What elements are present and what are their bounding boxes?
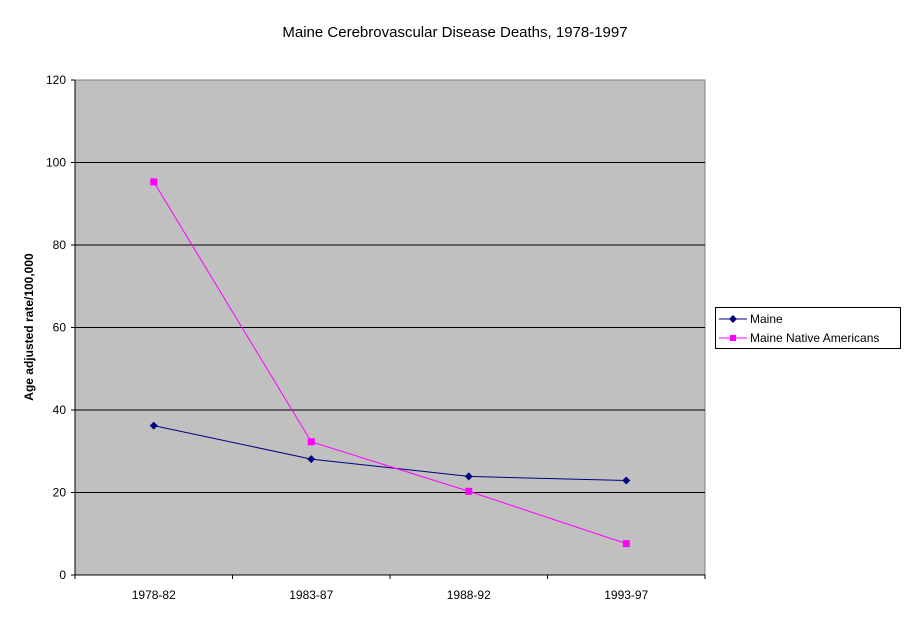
legend-swatch-maine bbox=[719, 315, 747, 323]
data-point-maine bbox=[307, 455, 316, 464]
legend-item-maine-native-americans: Maine Native Americans bbox=[716, 330, 900, 346]
gridlines bbox=[75, 162, 705, 493]
legend-label-maine: Maine bbox=[750, 312, 783, 326]
data-point-maine-native-americans bbox=[465, 487, 473, 495]
y-tick-label: 60 bbox=[53, 321, 67, 335]
legend-swatch-maine-native-americans bbox=[719, 335, 747, 341]
data-point-maine-native-americans bbox=[150, 178, 158, 186]
y-tick-label: 120 bbox=[46, 73, 66, 87]
data-point-maine-native-americans bbox=[307, 438, 315, 446]
y-tick-label: 0 bbox=[59, 568, 66, 582]
legend-label-maine-native-americans: Maine Native Americans bbox=[750, 331, 880, 345]
x-tick-label: 1988-92 bbox=[447, 588, 491, 602]
axes: 0 20 40 60 80 100 120 1978-82 1983-87 1988-92 1993… bbox=[46, 73, 706, 602]
x-tick-label: 1993-97 bbox=[604, 588, 648, 602]
series-lines bbox=[149, 178, 631, 548]
legend-item-maine: Maine bbox=[716, 311, 900, 327]
series-line-maine bbox=[153, 425, 627, 482]
chart-title: Maine Cerebrovascular Disease Deaths, 19… bbox=[282, 24, 627, 41]
y-axis-title: Age adjusted rate/100,000 bbox=[22, 253, 36, 401]
x-tick-label: 1983-87 bbox=[289, 588, 333, 602]
data-point-maine bbox=[464, 472, 473, 481]
series-line-maine-native-americans bbox=[153, 181, 627, 545]
y-tick-label: 100 bbox=[46, 156, 66, 170]
data-point-maine bbox=[149, 421, 158, 430]
legend: Maine Maine Native Americans bbox=[715, 307, 901, 349]
y-tick-label: 80 bbox=[53, 238, 67, 252]
y-tick-label: 20 bbox=[53, 486, 67, 500]
y-tick-label: 40 bbox=[53, 403, 67, 417]
data-point-maine-native-americans bbox=[622, 540, 630, 548]
x-tick-label: 1978-82 bbox=[132, 588, 176, 602]
data-point-maine bbox=[622, 476, 631, 485]
